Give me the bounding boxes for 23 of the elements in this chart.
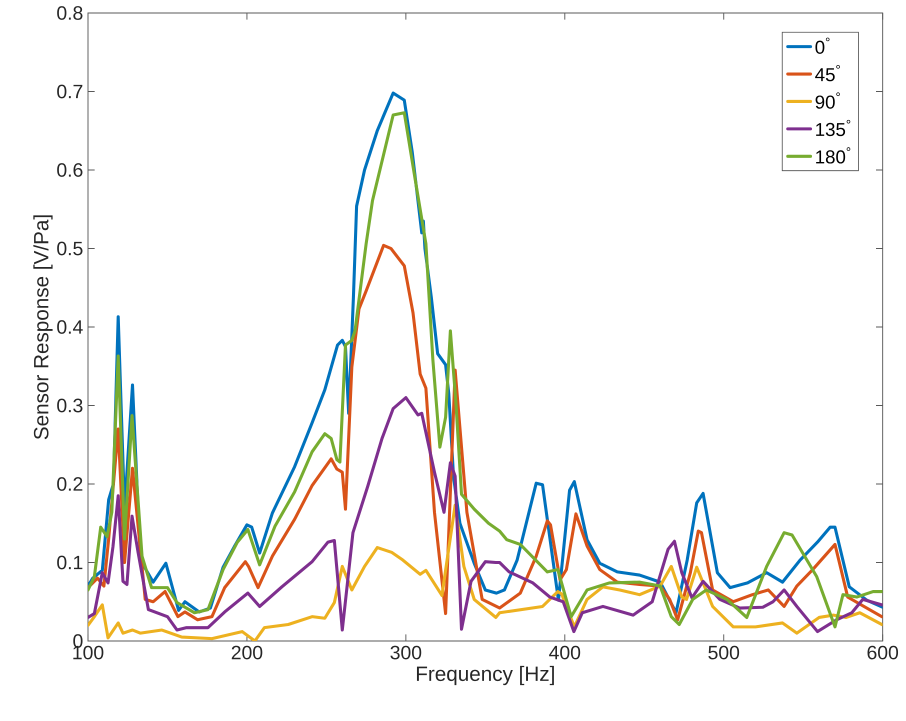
y-axis-title: Sensor Response [V/Pa] <box>33 215 53 440</box>
x-tick-label: 500 <box>708 646 740 660</box>
x-axis-title: Frequency [Hz] <box>416 666 554 686</box>
line-series <box>88 396 883 634</box>
line-series <box>88 504 883 641</box>
x-tick-label: 200 <box>232 646 262 660</box>
legend-label: 135$^{°}$ <box>816 120 850 136</box>
y-tick-label: 0.5 <box>57 242 82 256</box>
y-tick-label: 0.2 <box>57 477 82 491</box>
legend-label: 45$^{°}$ <box>815 65 840 82</box>
x-tick-label: 300 <box>390 646 422 660</box>
x-tick-label: 600 <box>868 646 898 660</box>
legend-label: 90$^{°}$ <box>816 92 840 109</box>
x-tick-label: 400 <box>549 646 580 660</box>
legend-label: 0$^{°}$ <box>815 38 830 54</box>
legend-label: 180$^{°}$ <box>816 147 850 164</box>
x-tick-label: 100 <box>73 646 104 660</box>
y-tick-label: 0.1 <box>57 556 82 570</box>
y-tick-label: 0.7 <box>57 84 82 98</box>
y-tick-label: 0.8 <box>57 6 82 20</box>
y-tick-label: 0.6 <box>57 163 82 177</box>
y-tick-label: 0.3 <box>57 398 82 412</box>
y-tick-label: 0.4 <box>57 320 83 334</box>
